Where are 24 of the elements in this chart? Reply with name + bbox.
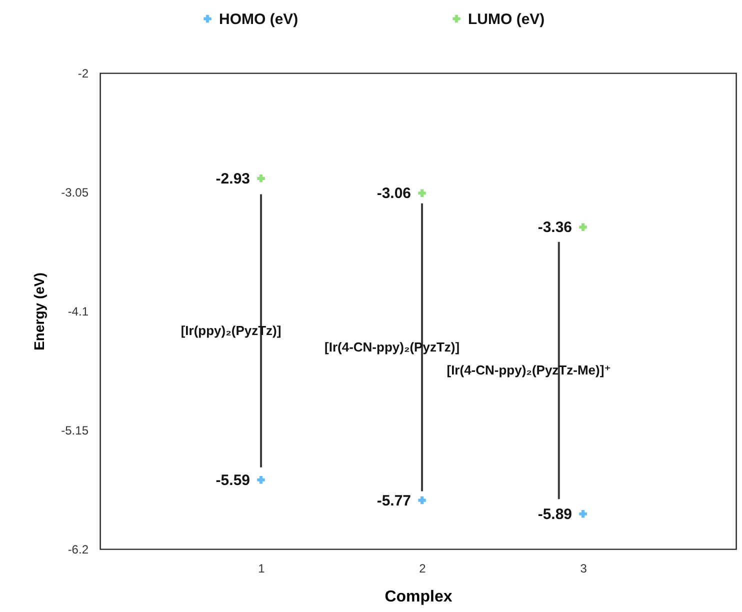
point	[257, 476, 265, 484]
legend-label: LUMO (eV)	[468, 10, 545, 28]
y-tick-label: -3.05	[61, 186, 89, 200]
data-label: -5.89	[538, 506, 572, 523]
x-axis-title: Complex	[384, 588, 452, 606]
point	[257, 174, 265, 182]
x-tick-label: 1	[258, 562, 266, 576]
data-label: -3.06	[376, 185, 412, 202]
point	[579, 223, 587, 232]
data-label: -3.36	[538, 219, 572, 236]
legend-label: HOMO (eV)	[219, 10, 298, 28]
x-tick-label: 2	[419, 562, 426, 576]
y-tick-label: -5.15	[61, 424, 89, 438]
y-axis-title: Energy (eV)	[31, 272, 48, 350]
y-tick-label: -6.2	[68, 542, 89, 556]
point	[418, 189, 426, 198]
y-tick-label: -2	[78, 66, 89, 80]
data-label: -5.77	[376, 492, 412, 510]
data-label: -2.93	[216, 170, 250, 188]
y-tick-label: -4.1	[68, 304, 89, 318]
point	[418, 496, 426, 504]
x-tick-label: 3	[580, 562, 588, 576]
point	[579, 510, 587, 518]
data-label: -5.59	[216, 472, 250, 489]
